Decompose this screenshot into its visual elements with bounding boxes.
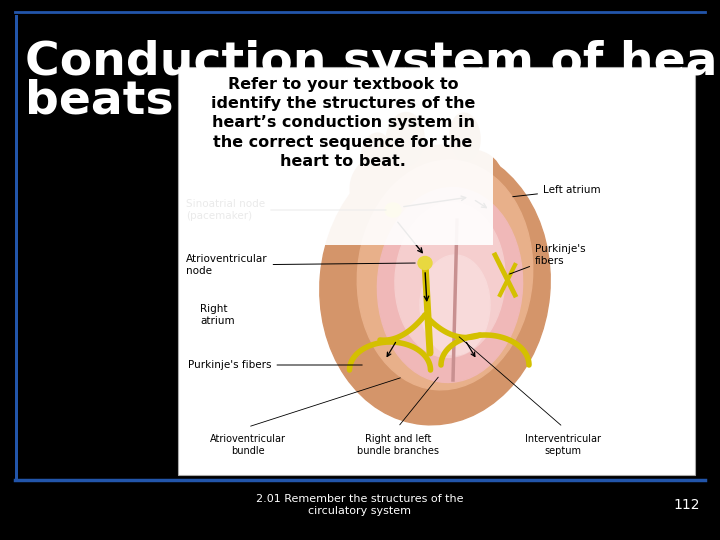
Ellipse shape: [386, 112, 424, 167]
Ellipse shape: [377, 187, 523, 382]
Text: Right and left
bundle branches: Right and left bundle branches: [357, 434, 439, 456]
Ellipse shape: [395, 202, 505, 357]
Text: Atrioventricular
bundle: Atrioventricular bundle: [210, 434, 286, 456]
Text: Conduction system of heart: Conduction system of heart: [25, 40, 720, 85]
Ellipse shape: [320, 145, 550, 425]
Text: Refer to your textbook to
identify the structures of the
heart’s conduction syst: Refer to your textbook to identify the s…: [211, 77, 475, 169]
Ellipse shape: [362, 133, 388, 167]
Text: Left atrium: Left atrium: [513, 185, 600, 197]
Text: Interventricular
septum: Interventricular septum: [525, 434, 601, 456]
Ellipse shape: [420, 255, 490, 355]
Bar: [15, 15, 18, 480]
Text: 112: 112: [673, 498, 700, 512]
Text: Right
atrium: Right atrium: [200, 304, 235, 326]
Text: Purkinje's
fibers: Purkinje's fibers: [510, 244, 585, 274]
Text: Sinoatrial node
(pacemaker): Sinoatrial node (pacemaker): [186, 199, 386, 221]
Text: Atrioventricular
node: Atrioventricular node: [186, 254, 415, 276]
Ellipse shape: [438, 150, 503, 210]
Bar: [178, 67, 695, 475]
Text: 2.01 Remember the structures of the
circulatory system: 2.01 Remember the structures of the circ…: [256, 494, 464, 516]
Text: Purkinje's fibers: Purkinje's fibers: [188, 360, 362, 370]
Ellipse shape: [385, 203, 401, 217]
Ellipse shape: [350, 152, 430, 228]
Text: beats: beats: [25, 78, 174, 123]
Ellipse shape: [357, 160, 533, 390]
Ellipse shape: [418, 256, 432, 269]
Ellipse shape: [450, 113, 480, 161]
Bar: [183, 73, 493, 245]
